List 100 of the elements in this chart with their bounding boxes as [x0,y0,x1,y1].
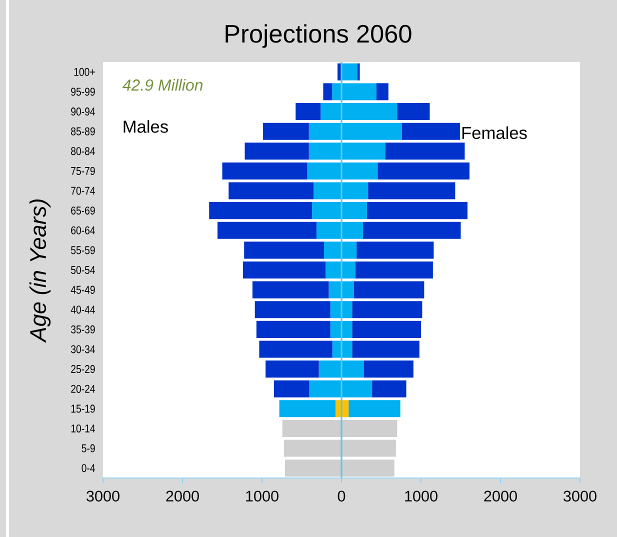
bar [366,202,468,220]
bar [320,103,342,120]
bar [259,340,332,358]
x-tick-label: 2000 [484,490,517,502]
bar [284,440,342,457]
x-tick-label: 0 [338,490,346,502]
y-tick-label: 50-54 [71,266,96,274]
bar [282,420,342,437]
y-tick-label: 25-29 [71,365,95,374]
bar [228,182,314,200]
bar [385,142,465,160]
bar [324,242,342,259]
y-tick-label: 10-14 [71,424,96,432]
bar [308,142,342,160]
bar [342,142,386,160]
y-tick-label: 5-9 [82,444,95,452]
bar [397,103,430,120]
annotation: 42.9 Million [122,79,203,91]
bar [318,360,342,378]
bar [256,320,330,338]
bar [364,360,414,378]
y-tick-label: 85-89 [71,127,95,136]
y-tick-label: 70-74 [71,186,96,195]
y-tick-label: 90-94 [71,108,96,116]
bar [217,222,316,239]
x-tick-label: 2000 [166,490,199,502]
bar [342,281,354,298]
y-tick-label: 65-69 [71,206,95,215]
x-tick-label: 1000 [246,490,278,502]
bar [357,63,360,80]
y-tick-label: 15-19 [71,404,95,413]
y-tick-label: 80-84 [71,147,96,156]
bar [352,340,420,358]
bar [242,261,326,279]
bar [326,261,342,279]
bar [342,261,356,279]
bar [307,162,342,180]
x-tick-label: 3000 [564,490,596,502]
bar [368,182,456,200]
bar [342,440,396,457]
bar [342,380,372,398]
bar [316,222,342,239]
bar [356,242,434,259]
bar [209,202,312,220]
bar [348,400,400,418]
bar [342,83,376,100]
bar [309,380,342,398]
bar [342,103,398,120]
bar [354,281,424,298]
bar [312,202,342,220]
bar [362,222,461,239]
chart-title: Projections 2060 [226,24,412,48]
bar [342,182,368,200]
bar [342,242,357,259]
bar [323,83,332,100]
bar [222,162,308,180]
y-tick-label: 0-4 [82,464,96,472]
bar [252,281,329,298]
bar [314,182,342,200]
x-tick-label: 1000 [405,490,438,502]
bar [342,222,363,239]
y-tick-label: 60-64 [71,226,96,234]
bar [355,261,433,279]
bar [342,360,364,378]
bar [254,301,330,318]
x-tick-label: 3000 [86,490,120,502]
bar [330,301,342,318]
y-tick-label: 100+ [74,68,95,76]
bar [279,400,336,418]
bar [342,460,394,477]
bar [376,83,388,100]
y-tick-label: 55-59 [71,246,95,254]
bar [266,360,319,378]
bar [342,340,352,358]
bar [296,103,321,120]
y-tick-label: 45-49 [70,286,95,294]
bar [378,162,470,180]
bar [372,380,406,398]
bar [402,122,460,140]
bar [308,122,342,140]
bar [342,162,378,180]
y-axis-title: Age (in Years) [29,200,51,343]
y-tick-label: 40-44 [70,306,96,314]
bar [284,460,342,477]
bar [263,122,309,140]
annotation: Males [124,120,168,133]
bar [342,63,358,80]
y-tick-label: 30-34 [71,345,96,354]
bar [342,122,402,140]
bar [342,420,398,437]
bar [328,281,342,298]
y-tick-label: 35-39 [71,325,95,334]
bar [352,301,422,318]
bar [274,380,310,398]
bar [352,320,421,338]
bar [244,142,309,160]
bar [244,242,324,259]
y-tick-label: 75-79 [71,166,95,175]
y-tick-label: 20-24 [71,384,96,393]
bar [342,202,367,220]
